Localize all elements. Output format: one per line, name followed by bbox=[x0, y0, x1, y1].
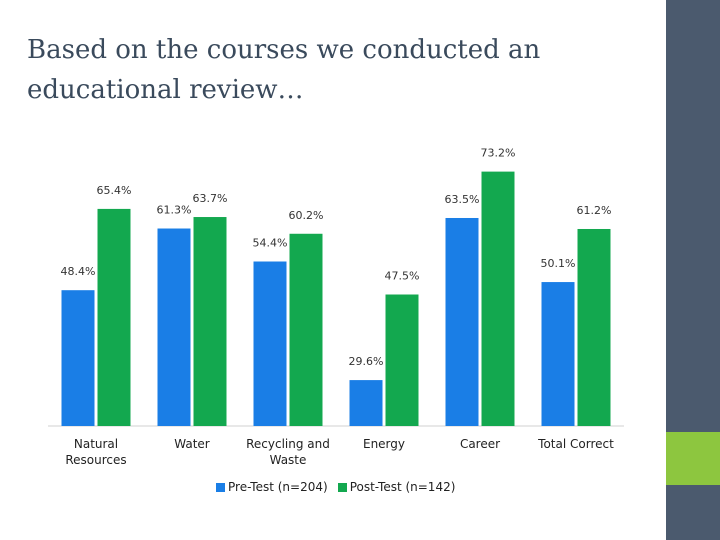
data-label-pre-5: 50.1% bbox=[541, 257, 576, 270]
bar-post-4 bbox=[481, 171, 515, 426]
data-label-post-1: 63.7% bbox=[193, 192, 228, 205]
legend-swatch-post bbox=[337, 482, 347, 492]
bar-pre-5 bbox=[541, 282, 575, 426]
category-label-line: Recycling and bbox=[246, 437, 330, 451]
category-label-line: Total Correct bbox=[537, 437, 614, 451]
bar-pre-0 bbox=[61, 290, 95, 426]
data-label-post-0: 65.4% bbox=[97, 184, 132, 197]
legend-label-pre: Pre-Test (n=204) bbox=[228, 480, 328, 494]
category-label-line: Natural bbox=[74, 437, 118, 451]
bar-post-3 bbox=[385, 294, 419, 426]
category-label-0: Natural Resources bbox=[65, 437, 126, 467]
category-label-line: Waste bbox=[270, 453, 307, 467]
data-label-pre-3: 29.6% bbox=[349, 355, 384, 368]
category-label-2: Recycling and Waste bbox=[246, 437, 330, 467]
bar-post-1 bbox=[193, 217, 227, 426]
bar-pre-3 bbox=[349, 380, 383, 426]
data-label-pre-2: 54.4% bbox=[253, 237, 288, 250]
data-label-pre-0: 48.4% bbox=[61, 265, 96, 278]
bar-chart: 48.4% 65.4% Natural Resources 61.3%63.7% Wate… bbox=[48, 147, 624, 467]
bar-pre-1 bbox=[157, 228, 191, 426]
category-label-3: Energy bbox=[363, 437, 405, 451]
data-label-pre-4: 63.5% bbox=[445, 193, 480, 206]
legend-label-post: Post-Test (n=142) bbox=[349, 480, 456, 494]
category-label-4: Career bbox=[460, 437, 500, 451]
bar-pre-4 bbox=[445, 217, 479, 426]
chart-legend: Pre-Test (n=204) Post-Test (n=142) bbox=[216, 479, 465, 495]
bar-post-0 bbox=[97, 208, 131, 426]
category-label-line: Energy bbox=[363, 437, 405, 451]
data-label-post-4: 73.2% bbox=[481, 147, 516, 160]
legend-item-pre: Pre-Test (n=204) bbox=[216, 480, 328, 494]
legend-item-post: Post-Test (n=142) bbox=[337, 480, 456, 494]
data-label-post-3: 47.5% bbox=[385, 270, 420, 283]
data-label-post-5: 61.2% bbox=[577, 204, 612, 217]
category-label-5: Total Correct bbox=[537, 437, 614, 451]
legend-swatch-pre bbox=[216, 482, 225, 492]
category-label-line: Career bbox=[460, 437, 500, 451]
data-label-pre-1: 61.3% bbox=[157, 204, 192, 217]
category-label-line: Water bbox=[174, 437, 210, 451]
bar-post-2 bbox=[289, 233, 323, 426]
data-label-post-2: 60.2% bbox=[289, 209, 324, 222]
slide-title: Based on the courses we conducted an edu… bbox=[27, 35, 541, 105]
bar-post-5 bbox=[577, 228, 611, 426]
decorative-accent-block bbox=[666, 432, 720, 485]
category-label-1: Water bbox=[174, 437, 210, 451]
category-label-line: Resources bbox=[65, 453, 126, 467]
bar-pre-2 bbox=[253, 261, 287, 426]
